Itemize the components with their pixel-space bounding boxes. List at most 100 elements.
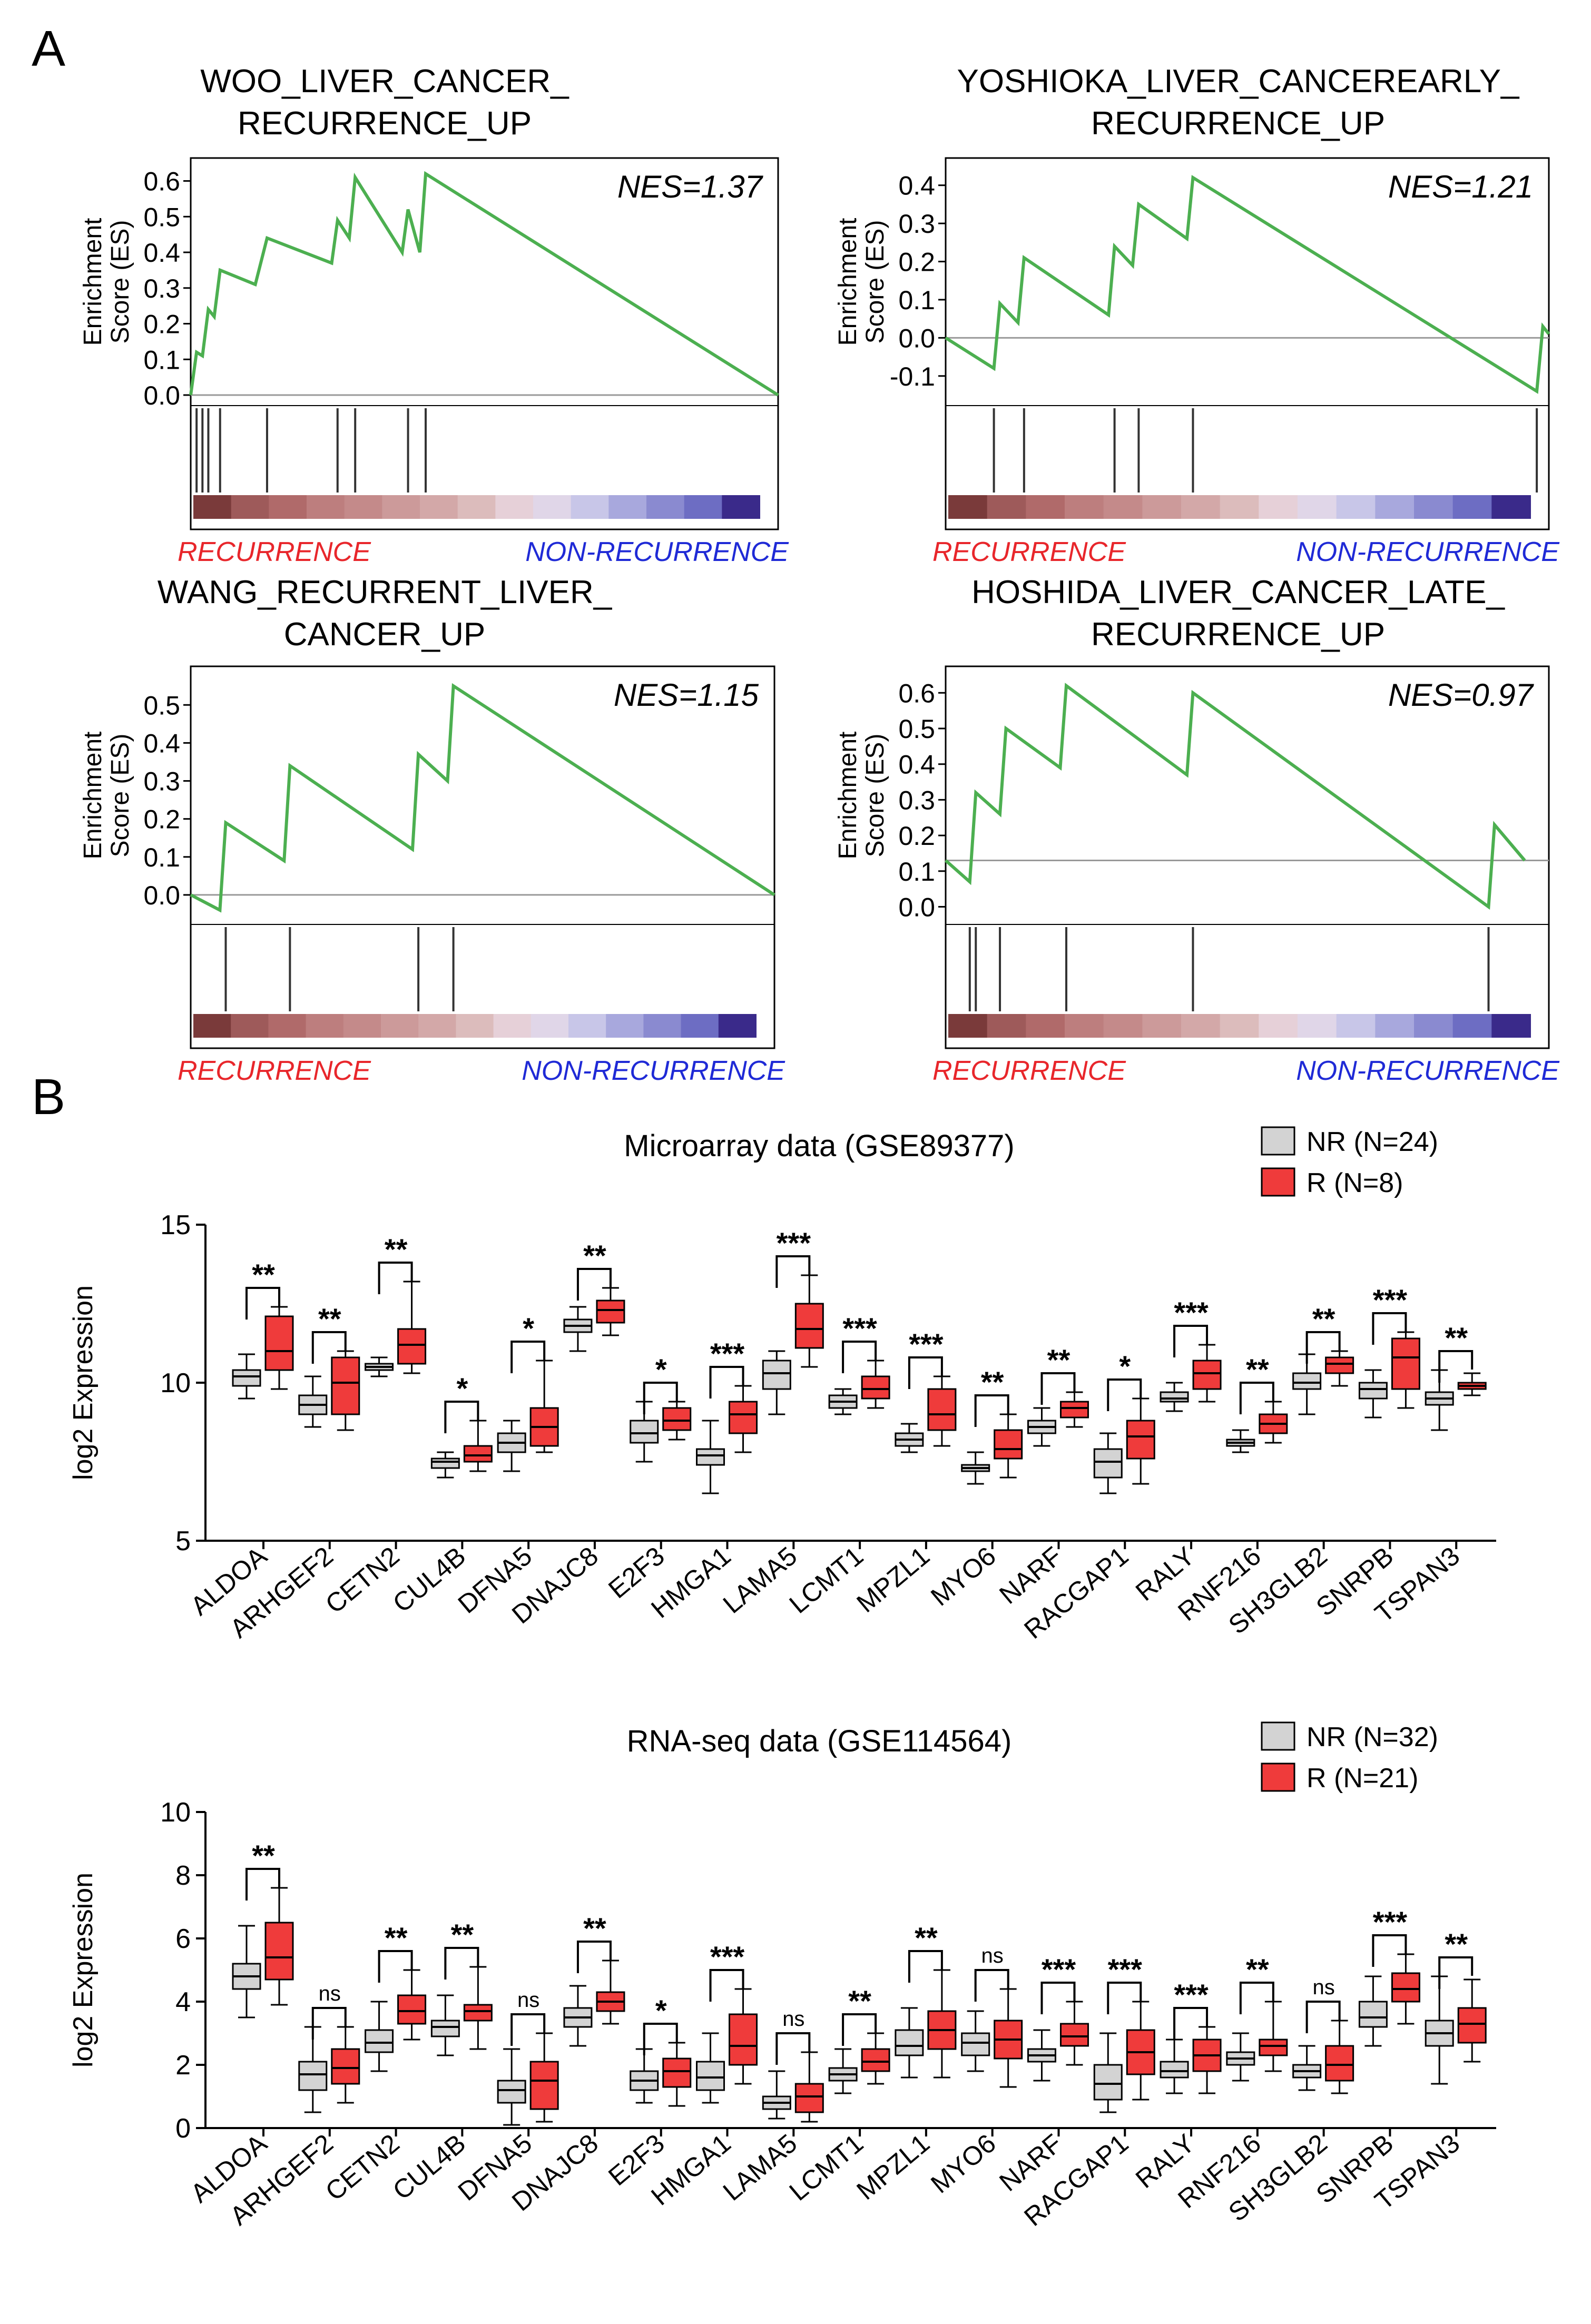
- box-nr: [1093, 1448, 1123, 1479]
- y-tick-label: 10: [160, 1368, 191, 1399]
- y-axis-label: log2 Expression: [68, 1285, 99, 1480]
- significance-label: ***: [710, 1940, 745, 1973]
- gsea-rank-segment: [643, 1014, 682, 1038]
- gsea-title-line1: HOSHIDA_LIVER_CANCER_LATE_: [971, 574, 1505, 610]
- gsea-rank-segment: [1142, 1014, 1182, 1038]
- significance-bracket: [1372, 1312, 1407, 1345]
- y-tick-label: 6: [175, 1924, 191, 1954]
- gsea-ylabel-line1: Enrichment: [79, 732, 107, 860]
- x-tick-label-lama5: LAMA5: [718, 2129, 803, 2207]
- gsea-title-line2: RECURRENCE_UP: [1091, 105, 1385, 142]
- box-nr: [1160, 2061, 1189, 2079]
- significance-label: ***: [1042, 1953, 1076, 1986]
- significance-label: **: [385, 1233, 408, 1266]
- box-r: [397, 1328, 427, 1365]
- gsea-rank-segment: [495, 495, 534, 519]
- significance-label: **: [1312, 1302, 1335, 1335]
- gsea-frame: [945, 665, 1550, 1049]
- significance-label: **: [583, 1912, 606, 1945]
- y-axis-label: log2 Expression: [68, 1873, 99, 2067]
- significance-bracket: [378, 1262, 413, 1294]
- gsea-es-curve: [189, 171, 779, 397]
- box-r: [331, 2048, 360, 2085]
- box-nr: [762, 1360, 791, 1390]
- gsea-ytick-label: 0.0: [898, 323, 935, 353]
- significance-label: **: [848, 1984, 871, 2017]
- gsea-rank-segment: [1181, 1014, 1221, 1038]
- gsea-rank-segment: [1142, 495, 1182, 519]
- gsea-title-line2: RECURRENCE_UP: [238, 105, 532, 142]
- significance-label: ns: [517, 1988, 539, 2012]
- x-tick-label-lama5: LAMA5: [718, 1541, 803, 1619]
- significance-label: **: [1445, 1321, 1468, 1354]
- x-tick-label-mpzl1: MPZL1: [851, 2129, 935, 2205]
- gsea-rank-segment: [948, 1014, 988, 1038]
- gsea-rank-segment: [1181, 495, 1221, 519]
- legend-label: NR (N=24): [1307, 1127, 1438, 1157]
- significance-bracket: [709, 1366, 744, 1399]
- gsea-rank-segment: [533, 495, 572, 519]
- gsea-rank-segment: [606, 1014, 644, 1038]
- gsea-rank-segment: [718, 1014, 757, 1038]
- gsea-rank-segment: [948, 495, 988, 519]
- gsea-ylabel-line2: Score (ES): [861, 220, 889, 344]
- box-nr: [232, 1369, 261, 1387]
- gsea-rank-segment: [193, 1014, 232, 1038]
- gsea-rank-segment: [1375, 495, 1415, 519]
- significance-bracket: [1372, 1934, 1407, 1967]
- gsea-rank-segment: [381, 1014, 419, 1038]
- box-nr: [1292, 1372, 1322, 1390]
- significance-label: ***: [710, 1337, 745, 1370]
- box-r: [861, 2048, 890, 2072]
- box-r: [794, 2083, 824, 2113]
- x-tick-label-cul4b: CUL4B: [387, 1541, 471, 1619]
- significance-bracket: [1438, 1956, 1474, 1989]
- significance-bracket: [908, 1950, 943, 1983]
- box-nr: [1358, 1382, 1388, 1400]
- box-r: [529, 2061, 559, 2110]
- significance-bracket: [1107, 1378, 1142, 1411]
- gsea-rank-segment: [1298, 1014, 1337, 1038]
- x-tick-label-myo6: MYO6: [925, 1541, 1001, 1612]
- gsea-panel-2: YOSHIOKA_LIVER_CANCEREARLY_ RECURRENCE_UP…: [834, 63, 1560, 567]
- gsea-rank-segment: [344, 495, 383, 519]
- gsea-rank-segment: [1259, 1014, 1298, 1038]
- significance-bracket: [311, 2007, 347, 2040]
- gsea-rank-segment: [457, 495, 496, 519]
- gsea-rank-segment: [681, 1014, 719, 1038]
- legend-label: NR (N=32): [1307, 1722, 1438, 1752]
- gsea-label-recurrence: RECURRENCE: [932, 1056, 1126, 1086]
- legend-label: R (N=21): [1307, 1763, 1418, 1794]
- gsea-rank-segment: [531, 1014, 569, 1038]
- gsea-rank-segment: [1065, 495, 1104, 519]
- legend-swatch-nr: [1261, 1721, 1295, 1751]
- significance-bracket: [1040, 1372, 1076, 1405]
- box-nr: [497, 2080, 526, 2104]
- gsea-ytick-label: 0.3: [898, 785, 935, 815]
- box-r: [264, 1315, 294, 1371]
- significance-bracket: [510, 1341, 546, 1373]
- gsea-title-line2: RECURRENCE_UP: [1091, 616, 1385, 653]
- significance-bracket: [775, 2032, 811, 2065]
- significance-label: **: [915, 1921, 938, 1954]
- significance-label: **: [1047, 1343, 1071, 1376]
- x-tick-label-lcmt1: LCMT1: [784, 2129, 869, 2207]
- x-tick-label-lcmt1: LCMT1: [784, 1541, 869, 1619]
- gsea-rank-segment: [231, 1014, 269, 1038]
- gsea-frame: [190, 157, 779, 530]
- panel-label-a: A: [32, 21, 65, 77]
- significance-label: ns: [981, 1944, 1004, 1967]
- gsea-ytick-label: 0.2: [898, 248, 935, 277]
- gsea-rank-segment: [418, 1014, 457, 1038]
- y-tick-label: 0: [175, 2113, 191, 2144]
- panel-label-b: B: [32, 1069, 65, 1125]
- gsea-label-non-recurrence: NON-RECURRENCE: [525, 537, 789, 567]
- gsea-ylabel-line2: Score (ES): [861, 734, 889, 858]
- gsea-ytick-label: 0.2: [143, 310, 180, 339]
- gsea-nes: NES=0.97: [1388, 677, 1535, 713]
- gsea-rank-segment: [1452, 495, 1492, 519]
- box-r: [1325, 2045, 1354, 2082]
- box-nr: [1160, 1391, 1189, 1403]
- gsea-ytick-label: 0.3: [143, 274, 180, 303]
- significance-label: **: [451, 1918, 474, 1951]
